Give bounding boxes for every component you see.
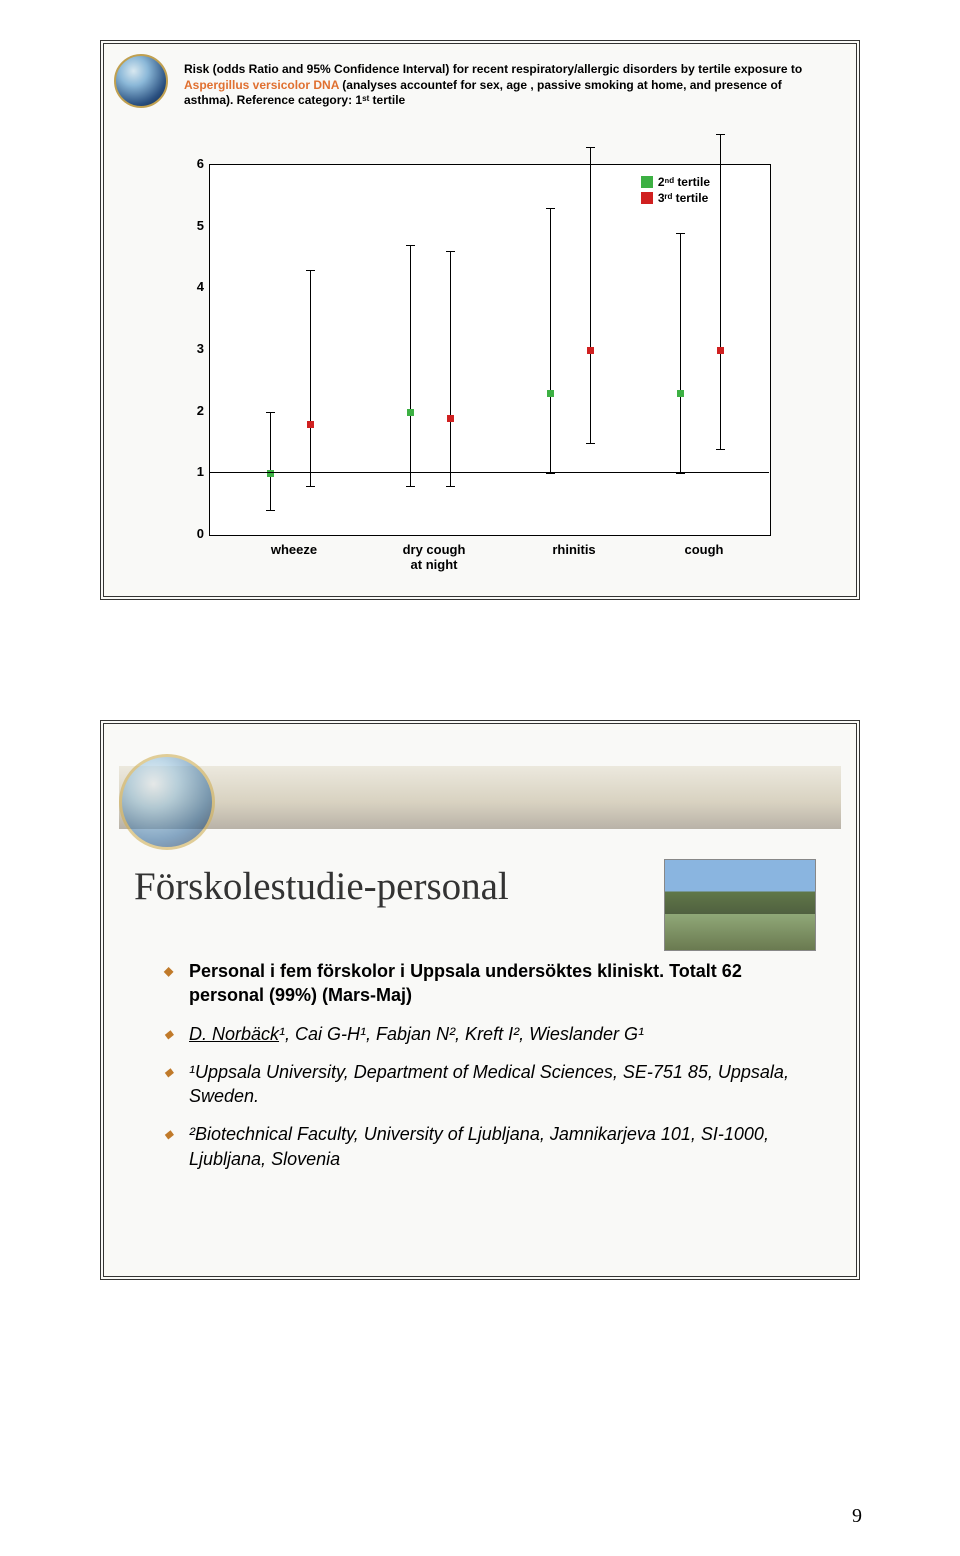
- photo-placeholder: [664, 859, 816, 951]
- error-cap: [676, 233, 685, 234]
- error-cap: [586, 147, 595, 148]
- bullet-2: ¹Uppsala University, Department of Medic…: [164, 1060, 816, 1109]
- xlabel-dry cough: dry coughat night: [379, 542, 489, 572]
- error-cap: [266, 412, 275, 413]
- ytick-3: 3: [179, 341, 204, 356]
- bullet-list: Personal i fem förskolor i Uppsala under…: [164, 959, 816, 1185]
- error-cap: [306, 270, 315, 271]
- error-cap: [406, 486, 415, 487]
- ytick-1: 1: [179, 464, 204, 479]
- xlabel-wheeze: wheeze: [239, 542, 349, 557]
- plot-area: 2ⁿᵈ tertile 3ʳᵈ tertile: [209, 164, 771, 536]
- ytick-6: 6: [179, 156, 204, 171]
- data-marker: [407, 409, 414, 416]
- error-bar: [720, 134, 721, 449]
- legend-label-1: 3ʳᵈ tertile: [658, 191, 708, 205]
- data-marker: [547, 390, 554, 397]
- chart: 2ⁿᵈ tertile 3ʳᵈ tertile 0123456wheezedry…: [179, 164, 769, 564]
- chart-legend: 2ⁿᵈ tertile 3ʳᵈ tertile: [641, 175, 710, 207]
- error-cap: [306, 486, 315, 487]
- error-bar: [410, 245, 411, 486]
- error-bar: [550, 208, 551, 473]
- error-cap: [716, 449, 725, 450]
- error-cap: [446, 251, 455, 252]
- legend-label-0: 2ⁿᵈ tertile: [658, 175, 710, 189]
- error-bar: [590, 147, 591, 443]
- error-cap: [716, 134, 725, 135]
- legend-swatch-green: [641, 176, 653, 188]
- error-bar: [310, 270, 311, 486]
- error-bar: [450, 251, 451, 485]
- error-cap: [406, 245, 415, 246]
- bullet-0: Personal i fem förskolor i Uppsala under…: [164, 959, 816, 1008]
- ytick-4: 4: [179, 279, 204, 294]
- data-marker: [717, 347, 724, 354]
- ytick-0: 0: [179, 526, 204, 541]
- data-marker: [587, 347, 594, 354]
- error-bar: [270, 412, 271, 511]
- globe-icon: [114, 54, 168, 108]
- header-highlight: Aspergillus versicolor DNA: [184, 78, 339, 92]
- slide2-title: Förskolestudie-personal: [134, 864, 509, 909]
- ytick-2: 2: [179, 403, 204, 418]
- header-gradient: [119, 739, 841, 829]
- data-marker: [307, 421, 314, 428]
- header-pre: Risk (odds Ratio and 95% Confidence Inte…: [184, 62, 802, 76]
- legend-item-2nd: 2ⁿᵈ tertile: [641, 175, 710, 189]
- xlabel-rhinitis: rhinitis: [519, 542, 629, 557]
- globe-icon: [119, 754, 215, 850]
- bullet-3: ²Biotechnical Faculty, University of Lju…: [164, 1122, 816, 1171]
- slide-bullets: Förskolestudie-personal Personal i fem f…: [100, 720, 860, 1280]
- error-cap: [266, 510, 275, 511]
- legend-item-3rd: 3ʳᵈ tertile: [641, 191, 710, 205]
- page-number: 9: [852, 1505, 862, 1528]
- bullet-1: D. Norbäck¹, Cai G-H¹, Fabjan N², Kreft …: [164, 1022, 816, 1046]
- error-cap: [446, 486, 455, 487]
- xlabel-cough: cough: [649, 542, 759, 557]
- data-marker: [677, 390, 684, 397]
- slide1-header: Risk (odds Ratio and 95% Confidence Inte…: [184, 62, 826, 109]
- legend-swatch-red: [641, 192, 653, 204]
- ytick-5: 5: [179, 218, 204, 233]
- error-bar: [680, 233, 681, 474]
- data-marker: [447, 415, 454, 422]
- error-cap: [546, 208, 555, 209]
- reference-line: [209, 472, 769, 473]
- error-cap: [586, 443, 595, 444]
- slide-chart: Risk (odds Ratio and 95% Confidence Inte…: [100, 40, 860, 600]
- error-cap: [546, 473, 555, 474]
- error-cap: [676, 473, 685, 474]
